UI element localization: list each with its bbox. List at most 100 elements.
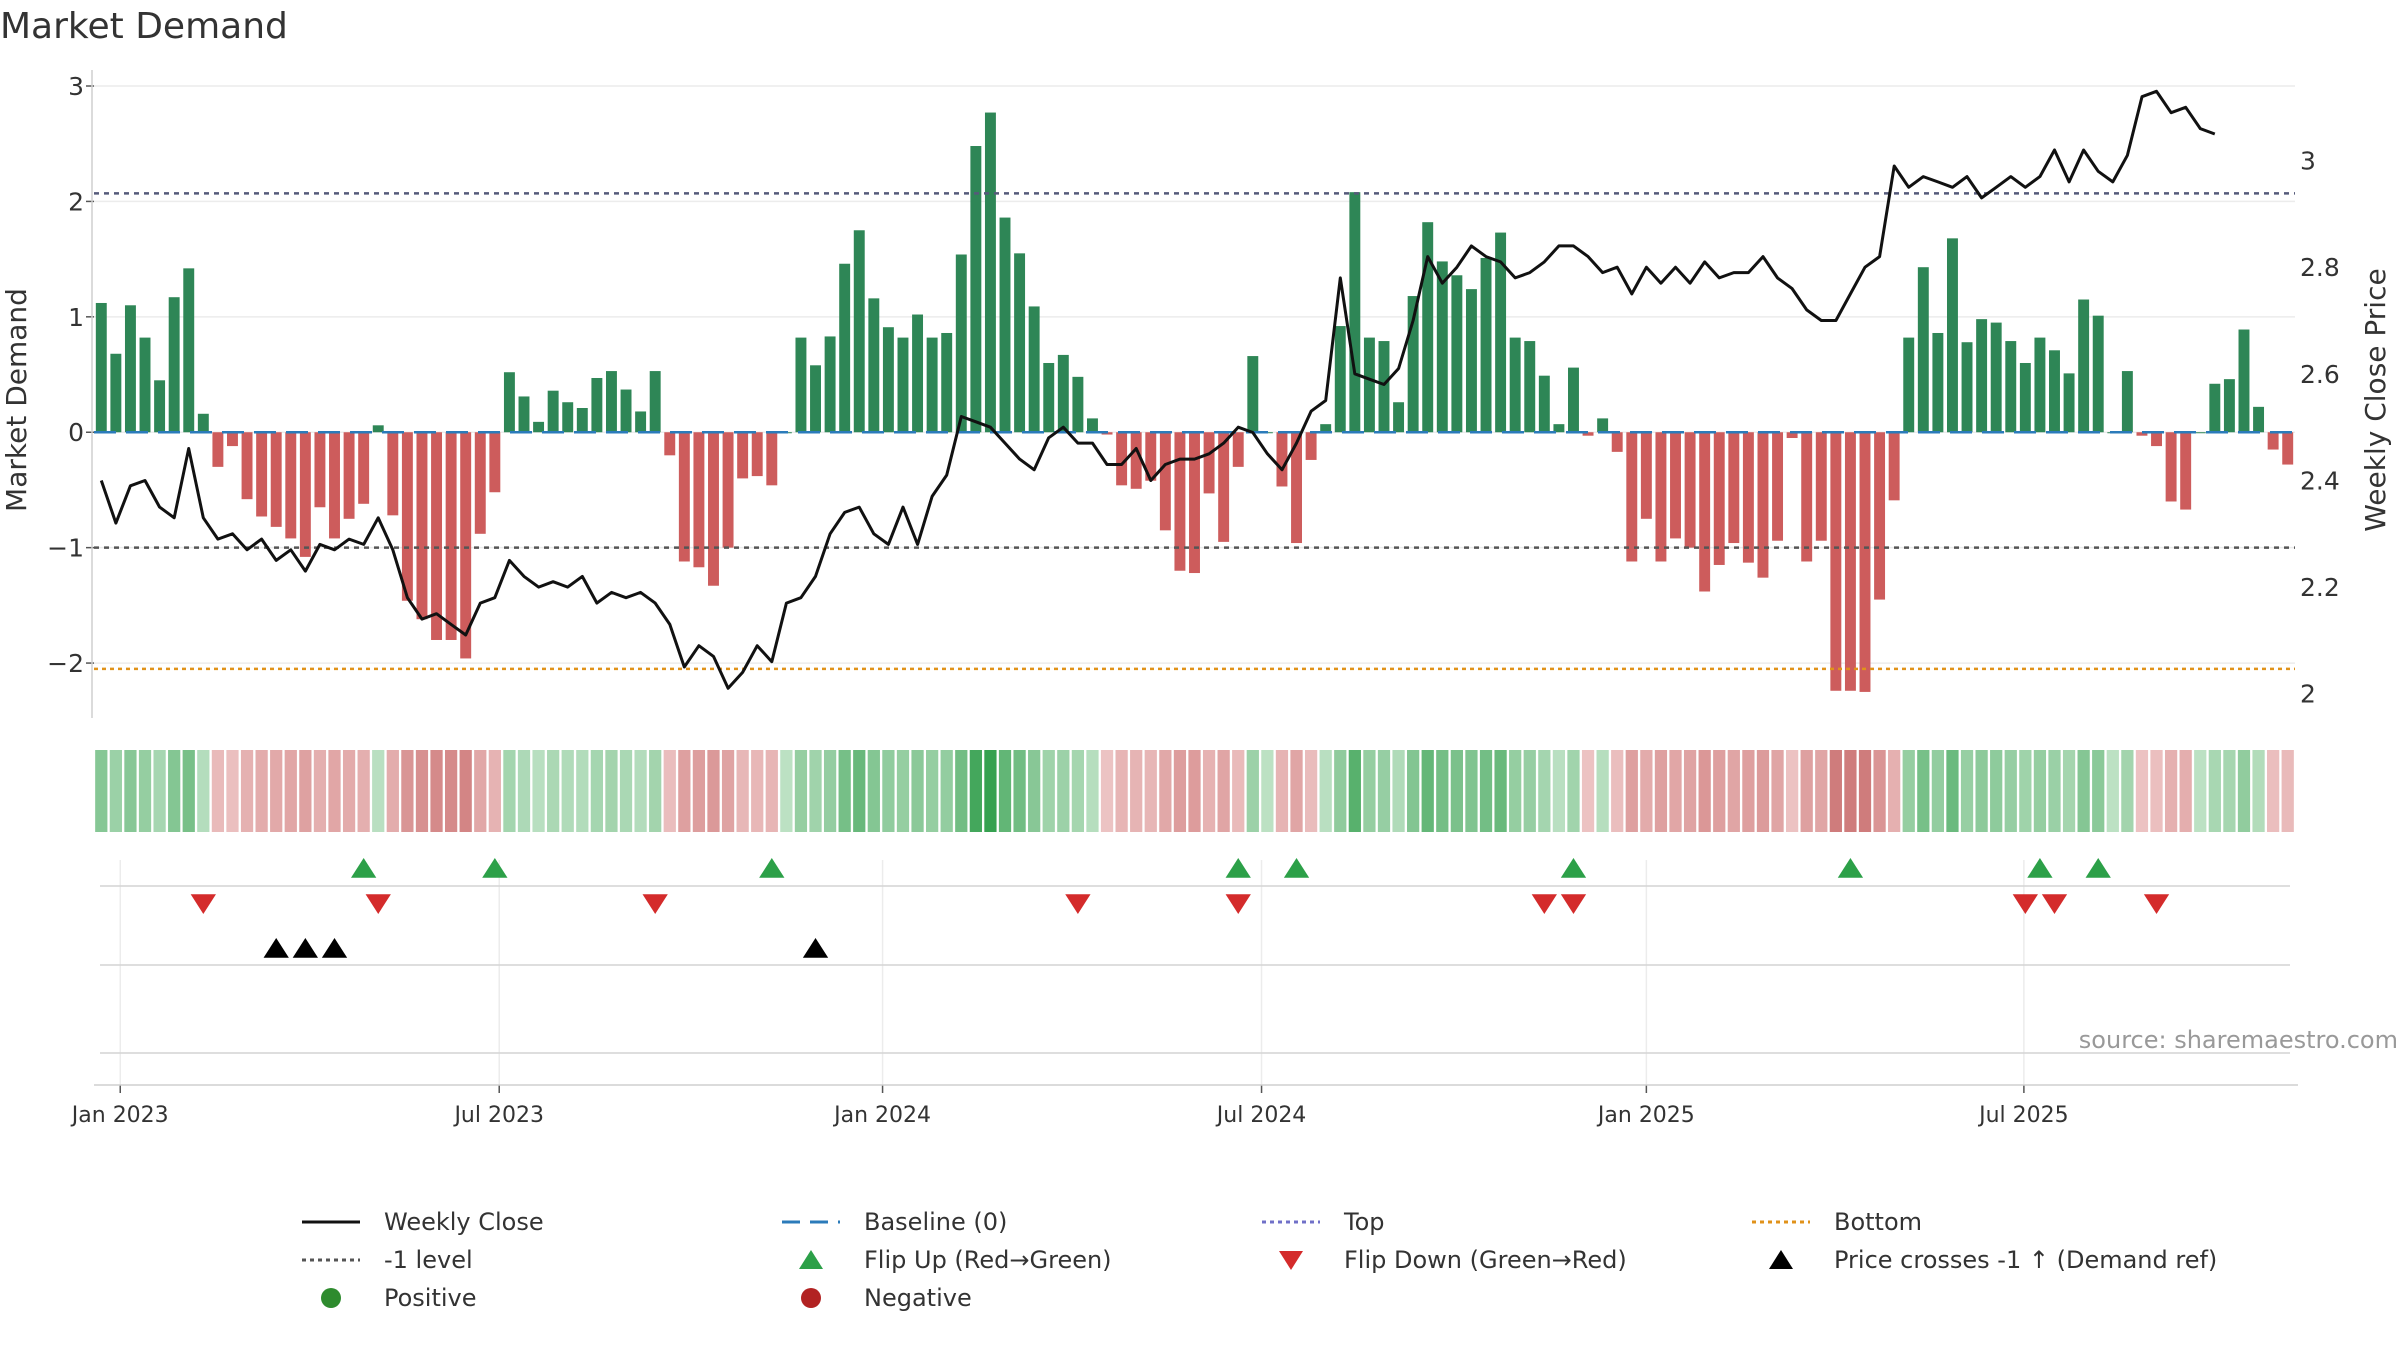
- heat-cell: [590, 750, 603, 832]
- negative-bar: [1699, 432, 1711, 592]
- positive-bar: [1247, 356, 1259, 433]
- y-right-tick-label: 3: [2300, 147, 2316, 176]
- legend-swatch: [321, 1288, 341, 1308]
- heat-cell: [1144, 750, 1157, 832]
- heat-cell: [1800, 750, 1813, 832]
- heat-cell: [882, 750, 895, 832]
- legend-item: Price crosses -1 ↑ (Demand ref): [1750, 1243, 2217, 1277]
- positive-bar: [1524, 341, 1536, 433]
- heat-cell: [1057, 750, 1070, 832]
- heat-cell: [1990, 750, 2003, 832]
- legend-swatch: [782, 1220, 840, 1224]
- y-tick-label: −1: [47, 534, 84, 563]
- legend-circle-icon: [321, 1288, 341, 1308]
- positive-bar: [139, 337, 151, 433]
- heat-cell: [547, 750, 560, 832]
- flip-down-marker: [190, 894, 216, 914]
- positive-bar: [2209, 383, 2221, 433]
- positive-bar: [1043, 362, 1055, 433]
- axes: 3 2 1 0 −1 −2 3 2.8 2.6 2.4 2.2 2 Jan 2023 Jul 2023 Ja…: [47, 70, 2340, 1128]
- heat-cell: [576, 750, 589, 832]
- positive-bar: [1087, 418, 1098, 433]
- negative-bar: [1291, 432, 1302, 544]
- negative-bar: [1728, 432, 1740, 544]
- heat-cell: [1086, 750, 1099, 832]
- negative-bar: [1305, 432, 1317, 460]
- positive-bar: [2063, 373, 2075, 433]
- demand-bars: [95, 112, 2294, 692]
- weekly-close-line: [99, 89, 2216, 690]
- legend-swatch: [302, 1220, 360, 1224]
- legend-circle-icon: [801, 1288, 821, 1308]
- negative-bar: [766, 432, 778, 486]
- positive-bar: [168, 297, 180, 433]
- heat-cell: [736, 750, 749, 832]
- negative-bar: [329, 432, 340, 539]
- heat-cell: [649, 750, 662, 832]
- positive-bar: [955, 254, 967, 433]
- positive-bar: [2019, 362, 2031, 433]
- negative-bar: [722, 432, 734, 548]
- heat-cell: [1013, 750, 1026, 832]
- heat-cell: [488, 750, 501, 832]
- negative-bar: [445, 432, 457, 640]
- heat-cell: [1290, 750, 1303, 832]
- price-cross-marker: [802, 938, 829, 958]
- positive-bar: [1538, 375, 1550, 433]
- positive-bar: [1057, 354, 1069, 433]
- flip-up-marker: [1837, 858, 1864, 878]
- heat-cell: [1756, 750, 1770, 832]
- positive-bar: [576, 408, 588, 433]
- heat-cell: [1888, 750, 1901, 832]
- legend-item: Top: [1260, 1205, 1385, 1239]
- heat-cell: [1246, 750, 1259, 832]
- heat-cell: [168, 750, 181, 832]
- heat-cell: [838, 750, 851, 832]
- negative-bar: [1874, 432, 1886, 600]
- negative-bar: [270, 432, 282, 527]
- negative-bar: [1684, 432, 1696, 548]
- flip-down-marker: [2041, 894, 2068, 914]
- heat-cell: [940, 750, 953, 832]
- heat-cell: [517, 750, 531, 832]
- positive-bar: [620, 389, 632, 433]
- y-tick-label: 3: [68, 72, 84, 101]
- negative-bar: [431, 432, 443, 640]
- heat-cell: [1217, 750, 1230, 832]
- legend-item: Negative: [780, 1281, 972, 1315]
- heat-cell: [1727, 750, 1740, 832]
- positive-bar: [810, 365, 821, 433]
- flip-up-marker: [351, 858, 377, 878]
- heat-cell: [1275, 750, 1289, 832]
- heat-cell: [182, 750, 195, 832]
- heat-cell: [1348, 750, 1361, 832]
- positive-bar: [197, 413, 209, 433]
- positive-bar: [1961, 342, 1973, 433]
- heat-cell: [2179, 750, 2192, 832]
- heat-cell: [2252, 750, 2265, 832]
- positive-bar: [1480, 257, 1492, 433]
- negative-bar: [1772, 432, 1784, 541]
- positive-bar: [2049, 350, 2060, 433]
- positive-bar: [1028, 306, 1040, 433]
- negative-bar: [1815, 432, 1827, 541]
- positive-bar: [941, 332, 953, 433]
- negative-bar: [1713, 432, 1725, 565]
- legend-triangle-up-icon: [799, 1250, 823, 1269]
- heat-cell: [1552, 750, 1566, 832]
- legend-label: Bottom: [1834, 1208, 1923, 1236]
- heat-cell: [998, 750, 1012, 832]
- negative-bar: [1218, 432, 1230, 542]
- legend-item: Bottom: [1750, 1205, 1922, 1239]
- heat-cell: [1130, 750, 1143, 832]
- positive-bar: [912, 314, 924, 433]
- positive-bar: [999, 217, 1011, 433]
- positive-bar: [95, 302, 107, 433]
- heat-cell: [1465, 750, 1478, 832]
- heat-cell: [313, 750, 327, 832]
- signal-markers: [190, 858, 2170, 958]
- negative-bar: [1203, 432, 1215, 494]
- heat-cell: [1625, 750, 1638, 832]
- heat-cell: [1159, 750, 1172, 832]
- legend-swatch: [302, 1258, 360, 1262]
